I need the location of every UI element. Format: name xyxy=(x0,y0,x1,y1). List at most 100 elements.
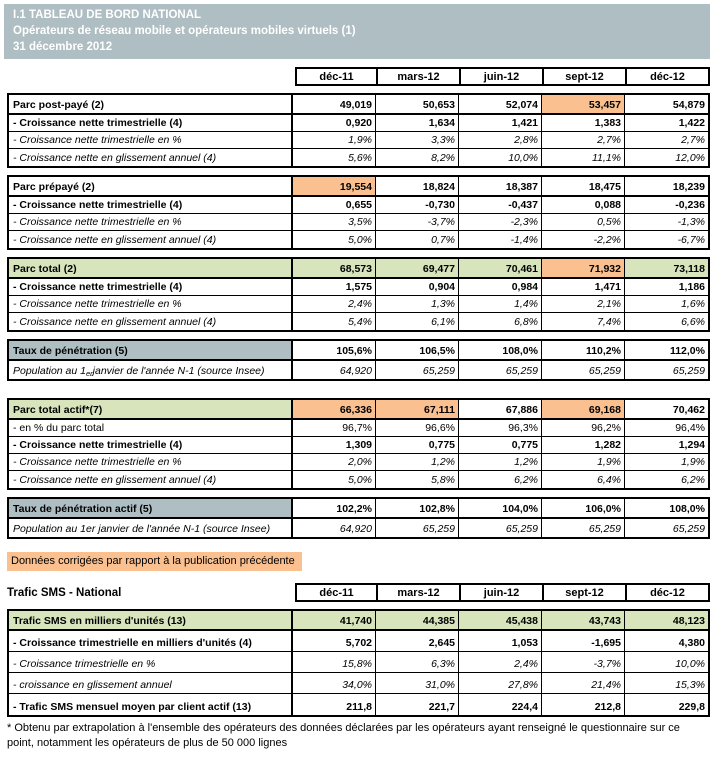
table-parc-post-paye: Parc post-payé (2) 49,019 50,653 52,074 53,4… xyxy=(7,93,710,168)
row-label: - Croissance nette en glissement annuel … xyxy=(9,313,293,330)
value-cell: 7,4% xyxy=(542,313,625,330)
value-cell: 106,5% xyxy=(376,341,459,361)
section-parc-total-actif: Parc total actif*(7) 66,336 67,111 67,886 69… xyxy=(7,398,710,490)
value-cell: 65,259 xyxy=(542,361,625,379)
value-cell: 19,554 xyxy=(293,177,376,197)
value-cell: 108,0% xyxy=(459,341,542,361)
value-cell: 5,6% xyxy=(293,149,376,166)
value-cell: 108,0% xyxy=(625,499,708,519)
value-cell: -1,4% xyxy=(459,231,542,248)
value-cell: 68,573 xyxy=(293,259,376,279)
row-label: - Croissance nette trimestrielle en % xyxy=(9,214,293,231)
value-cell: -3,7% xyxy=(376,214,459,231)
value-cell: 49,019 xyxy=(293,95,376,115)
value-cell: 64,920 xyxy=(293,361,376,379)
value-cell: 5,0% xyxy=(293,471,376,488)
value-cell: -1,695 xyxy=(542,631,625,652)
value-cell: 43,743 xyxy=(542,611,625,631)
value-cell: -0,236 xyxy=(625,197,708,214)
column-header-band: déc-11 mars-12 juin-12 sept-12 déc-12 xyxy=(7,67,710,86)
value-cell: 1,294 xyxy=(625,437,708,454)
row-label: - Trafic SMS mensuel moyen par client ac… xyxy=(9,694,293,715)
column-header-sept-12: sept-12 xyxy=(544,67,627,86)
value-cell: 64,920 xyxy=(293,519,376,537)
row-label: - croissance en glissement annuel xyxy=(9,673,293,694)
table-row: - croissance en glissement annuel 34,0% 31… xyxy=(9,673,708,694)
value-cell: 65,259 xyxy=(459,519,542,537)
value-cell: 110,2% xyxy=(542,341,625,361)
value-cell: 69,168 xyxy=(542,400,625,420)
value-cell: 5,8% xyxy=(376,471,459,488)
value-cell: 104,0% xyxy=(459,499,542,519)
value-cell: 5,0% xyxy=(293,231,376,248)
table-row: - Croissance nette en glissement annuel … xyxy=(9,149,708,166)
value-cell: 0,984 xyxy=(459,279,542,296)
value-cell: 96,7% xyxy=(293,420,376,437)
value-cell: 96,3% xyxy=(459,420,542,437)
table-row: Parc post-payé (2) 49,019 50,653 52,074 53,4… xyxy=(9,95,708,115)
row-label: Population au 1er janvier de l'année N-1… xyxy=(9,519,293,537)
table-row: - en % du parc total 96,7% 96,6% 96,3% 96,2%… xyxy=(9,420,708,437)
value-cell: 0,088 xyxy=(542,197,625,214)
value-cell: 6,3% xyxy=(376,652,459,673)
value-cell: 6,6% xyxy=(681,316,705,328)
row-label: - Croissance nette trimestrielle (4) xyxy=(9,197,293,214)
value-cell: 0,7% xyxy=(376,231,459,248)
column-header-déc-11: déc-11 xyxy=(295,583,378,602)
row-label: - Croissance nette trimestrielle en % xyxy=(9,454,293,471)
value-cell: 41,740 xyxy=(293,611,376,631)
value-cell: 229,8 xyxy=(678,701,705,713)
section-taux-penetration-actif: Taux de pénétration actif (5) 102,2% 102,8… xyxy=(7,497,710,539)
table-row: Trafic SMS en milliers d'unités (13) 41,7… xyxy=(9,611,708,631)
value-cell: 45,438 xyxy=(459,611,542,631)
value-cell: 0,920 xyxy=(293,115,376,132)
table-parc-prepaye: Parc prépayé (2) 19,554 18,824 18,387 18,475… xyxy=(7,175,710,250)
table-row: - Croissance nette en glissement annuel … xyxy=(9,471,708,488)
row-label: - Croissance nette trimestrielle (4) xyxy=(9,279,293,296)
column-header-déc-12: déc-12 xyxy=(627,583,710,602)
value-cell: 65,259 xyxy=(459,361,542,379)
table-row: - Croissance nette trimestrielle en % 3,5… xyxy=(9,214,708,231)
value-cell: 15,8% xyxy=(293,652,376,673)
period-columns: déc-11 mars-12 juin-12 sept-12 déc-12 xyxy=(295,67,710,86)
table-row: Parc total (2) 68,573 69,477 70,461 71,932 73… xyxy=(9,259,708,279)
value-cell: 44,385 xyxy=(376,611,459,631)
row-label: Trafic SMS en milliers d'unités (13) xyxy=(9,611,293,631)
value-cell: 10,0% xyxy=(625,652,708,673)
value-cell: 2,4% xyxy=(459,652,542,673)
value-cell: 1,421 xyxy=(459,115,542,132)
value-cell: 105,6% xyxy=(293,341,376,361)
row-label: Parc total (2) xyxy=(9,259,293,279)
row-label: - Croissance nette en glissement annuel … xyxy=(9,231,293,248)
value-cell: 0,775 xyxy=(459,437,542,454)
table-row: Taux de pénétration (5) 105,6% 106,5% 108,0… xyxy=(9,341,708,361)
banner-date: 31 décembre 2012 xyxy=(13,41,113,53)
value-cell: 65,259 xyxy=(376,519,459,537)
value-cell: 65,259 xyxy=(672,523,705,535)
table-row: - Croissance nette en glissement annuel … xyxy=(9,231,708,248)
value-cell: -6,7% xyxy=(677,234,705,246)
value-cell: 5,702 xyxy=(293,631,376,652)
value-cell: 1,634 xyxy=(376,115,459,132)
value-cell: 65,259 xyxy=(542,519,625,537)
row-label: - Croissance nette trimestrielle (4) xyxy=(9,437,293,454)
value-cell: 34,0% xyxy=(293,673,376,694)
value-cell: 6,2% xyxy=(681,474,705,486)
value-cell: 18,475 xyxy=(542,177,625,197)
corrections-note: Données corrigées par rapport à la publi… xyxy=(7,552,302,571)
value-cell: 102,2% xyxy=(293,499,376,519)
row-label: Parc prépayé (2) xyxy=(9,177,293,197)
table-parc-total: Parc total (2) 68,573 69,477 70,461 71,932 73… xyxy=(7,257,710,332)
value-cell: 0,775 xyxy=(376,437,459,454)
table-row: - Croissance nette trimestrielle en % 2,4… xyxy=(9,296,708,313)
value-cell: 11,1% xyxy=(542,149,625,166)
table-row: - Croissance nette trimestrielle (4) 0,65… xyxy=(9,197,708,214)
value-cell: 6,2% xyxy=(459,471,542,488)
column-header-déc-12: déc-12 xyxy=(627,67,710,86)
value-cell: 31,0% xyxy=(376,673,459,694)
value-cell: 2,0% xyxy=(293,454,376,471)
value-cell: 8,2% xyxy=(376,149,459,166)
value-cell: 3,5% xyxy=(293,214,376,231)
table-row: - Trafic SMS mensuel moyen par client ac… xyxy=(9,694,708,715)
